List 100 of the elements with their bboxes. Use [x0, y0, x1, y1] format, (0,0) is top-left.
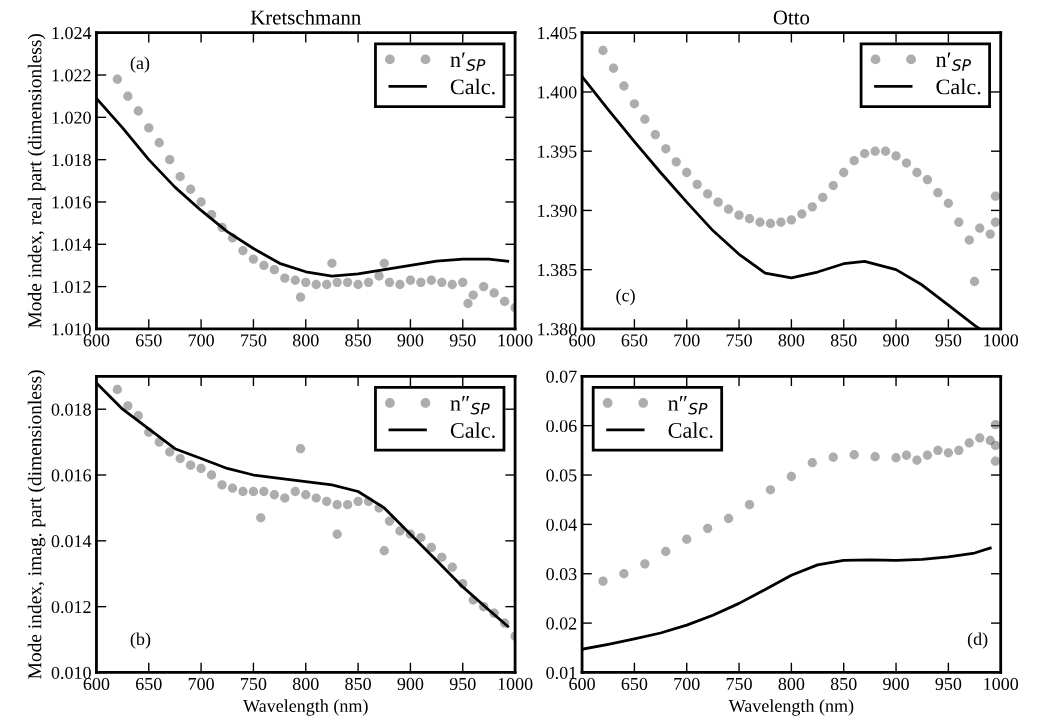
x-tick-label: 800	[778, 677, 805, 691]
point	[629, 99, 640, 109]
point	[311, 279, 321, 290]
point	[238, 245, 248, 256]
point	[227, 483, 238, 493]
point	[744, 214, 755, 224]
point	[405, 275, 416, 285]
point	[807, 202, 817, 212]
y-tick-label: 0.05	[546, 469, 577, 482]
y-tick-label: 0.014	[51, 535, 92, 548]
point	[175, 453, 185, 464]
point	[165, 154, 175, 165]
y-tick-label: 1.010	[52, 323, 91, 336]
point	[880, 146, 891, 156]
point	[901, 450, 912, 460]
point	[416, 532, 426, 543]
point	[870, 146, 880, 156]
point	[280, 273, 290, 283]
point	[259, 486, 269, 497]
x-tick-label: 750	[241, 677, 267, 691]
y-tick-label: 0.03	[546, 568, 577, 581]
point	[990, 456, 1001, 466]
point	[185, 184, 196, 194]
point	[786, 471, 797, 482]
point	[133, 106, 143, 116]
point	[112, 384, 123, 395]
x-tick-label: 850	[830, 677, 857, 691]
x-tick-label: 850	[345, 677, 371, 691]
point	[489, 288, 499, 298]
point	[964, 438, 974, 448]
point	[954, 217, 964, 227]
point	[437, 552, 447, 562]
point	[943, 198, 954, 208]
point	[734, 210, 744, 220]
point	[426, 542, 437, 553]
point	[395, 279, 405, 290]
annotation: (d)	[967, 632, 988, 649]
point	[379, 546, 389, 556]
y-tick-label: 1.405	[538, 26, 577, 40]
legend-label: n″$_{SP}$	[450, 396, 490, 415]
point	[703, 523, 713, 533]
point	[661, 144, 671, 154]
x-tick-label: 650	[621, 334, 648, 347]
legend-label: n″$_{SP}$	[668, 396, 708, 415]
point	[975, 223, 985, 233]
point	[353, 496, 363, 506]
point	[301, 277, 311, 288]
point	[807, 458, 817, 468]
point	[859, 148, 870, 159]
x-tick-label: 950	[449, 677, 476, 691]
y-tick-label: 0.010	[51, 666, 91, 679]
y-tick-label: 0.018	[51, 403, 91, 416]
point	[280, 493, 290, 503]
point	[797, 209, 807, 219]
point	[165, 447, 175, 457]
legend-label: n′$_{SP}$	[450, 52, 486, 71]
point	[901, 158, 912, 168]
x-tick-label: 900	[397, 677, 424, 691]
legend-label: Calc.	[668, 422, 713, 439]
y-tick-label: 0.016	[51, 469, 92, 482]
point	[954, 445, 964, 455]
x-tick-label: 800	[292, 334, 319, 347]
point	[384, 516, 395, 526]
x-tick-label: 850	[345, 334, 371, 347]
point	[682, 534, 692, 544]
point	[661, 546, 671, 557]
point	[640, 114, 650, 124]
point	[458, 277, 468, 288]
point	[870, 452, 880, 462]
point	[479, 281, 489, 292]
point	[723, 513, 734, 524]
point	[154, 138, 164, 148]
x-tick-label: 1000	[498, 334, 533, 347]
y-tick-label: 0.04	[546, 518, 577, 531]
point	[144, 123, 154, 133]
point	[671, 157, 681, 167]
x-tick-label: 600	[569, 334, 595, 347]
point	[353, 279, 363, 290]
y-tick-label: 1.022	[52, 69, 91, 82]
x-tick-label: 900	[883, 334, 909, 347]
legend-label: Calc.	[450, 78, 495, 95]
point	[238, 486, 248, 497]
x-tick-label: 800	[778, 334, 805, 347]
point	[922, 174, 933, 185]
point	[322, 279, 332, 290]
point	[990, 217, 1001, 227]
y-tick-label: 0.01	[546, 666, 577, 679]
chart-title: Kretschmann	[250, 9, 361, 25]
point	[112, 74, 123, 84]
y-axis-title: Mode index, imag. part (dimensionless)	[27, 370, 46, 679]
point	[332, 277, 342, 288]
x-tick-label: 1000	[984, 677, 1019, 691]
point	[650, 129, 660, 140]
x-tick-label: 1000	[498, 677, 533, 691]
y-tick-label: 1.380	[538, 323, 577, 336]
point	[342, 499, 353, 510]
point	[723, 204, 734, 214]
point	[327, 258, 337, 268]
point	[248, 254, 259, 264]
point	[463, 298, 473, 309]
